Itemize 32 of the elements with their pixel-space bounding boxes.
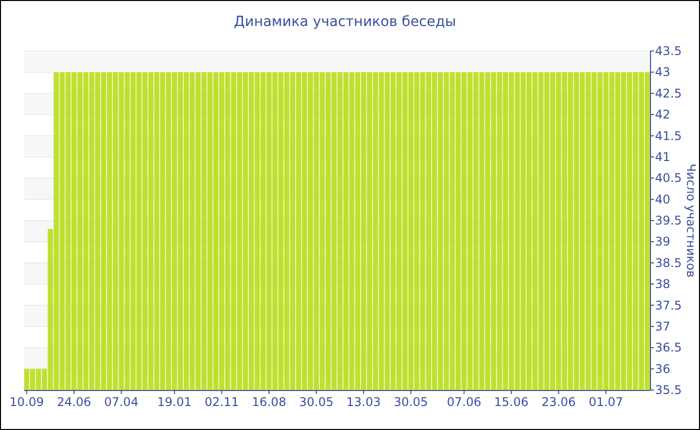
y-tick-label: 38 (655, 277, 670, 292)
x-tick-label: 16.08 (252, 395, 286, 409)
y-tick-label: 35.5 (655, 383, 682, 397)
x-tick-label: 24.06 (56, 395, 92, 409)
y-tick-label: 39.5 (655, 214, 682, 228)
y-axis-title: Число участников (684, 164, 698, 278)
x-tick-label: 13.03 (346, 395, 381, 409)
y-tick-label: 42 (655, 108, 670, 122)
x-tick-label: 07.04 (104, 395, 138, 409)
y-tick-label: 38.5 (655, 256, 682, 270)
x-tick-label: 07.06 (446, 395, 482, 409)
y-tick-label: 36.5 (655, 340, 682, 355)
y-tick-label: 41 (655, 150, 670, 164)
y-tick-label: 36 (655, 362, 670, 376)
y-tick-label: 43.5 (655, 44, 682, 58)
y-tick-label: 40.5 (655, 171, 682, 186)
x-tick-label: 30.05 (394, 395, 428, 409)
x-tick-label: 02.11 (204, 395, 239, 409)
y-tick-label: 43 (655, 65, 670, 80)
y-tick-label: 40 (655, 192, 670, 206)
x-tick-label: 15.06 (494, 395, 529, 409)
y-tick-label: 41.5 (655, 128, 682, 143)
y-tick-label: 42.5 (655, 86, 682, 100)
x-tick-label: 19.01 (157, 395, 192, 409)
y-tick-label: 37.5 (655, 298, 682, 312)
x-tick-label: 01.07 (588, 395, 624, 409)
chart-title: Динамика участников беседы (234, 14, 456, 30)
x-tick-label: 30.05 (299, 395, 334, 409)
x-tick-label: 23.06 (541, 395, 576, 409)
x-tick-label: 10.09 (10, 395, 44, 409)
y-tick-label: 39 (655, 234, 670, 249)
y-tick-label: 37 (655, 319, 670, 334)
